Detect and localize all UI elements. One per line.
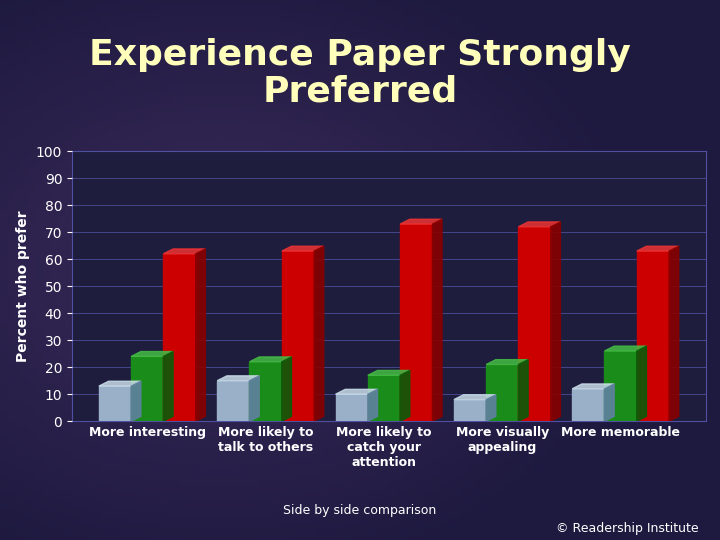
Text: Side by side comparison: Side by side comparison — [284, 504, 436, 517]
Polygon shape — [433, 219, 442, 421]
Polygon shape — [400, 219, 442, 224]
Polygon shape — [131, 352, 173, 356]
Polygon shape — [196, 249, 205, 421]
Polygon shape — [636, 246, 679, 251]
Polygon shape — [217, 376, 259, 381]
Bar — [99, 386, 131, 421]
Polygon shape — [336, 389, 377, 394]
Bar — [572, 389, 605, 421]
Polygon shape — [669, 246, 679, 421]
Polygon shape — [314, 246, 324, 421]
Polygon shape — [131, 381, 141, 421]
Polygon shape — [636, 346, 647, 421]
Bar — [282, 251, 314, 421]
Bar — [400, 224, 433, 421]
Y-axis label: Percent who prefer: Percent who prefer — [17, 211, 30, 362]
Bar — [250, 362, 282, 421]
Polygon shape — [368, 389, 377, 421]
Bar — [368, 375, 400, 421]
Bar — [217, 381, 250, 421]
Polygon shape — [605, 346, 647, 351]
Text: © Readership Institute: © Readership Institute — [556, 522, 698, 535]
Polygon shape — [551, 222, 560, 421]
Polygon shape — [486, 360, 528, 365]
Polygon shape — [250, 376, 259, 421]
Polygon shape — [99, 381, 141, 386]
Bar — [131, 356, 163, 421]
Bar — [636, 251, 669, 421]
Polygon shape — [518, 222, 560, 227]
Polygon shape — [605, 384, 614, 421]
Bar — [454, 400, 486, 421]
Polygon shape — [518, 360, 528, 421]
Polygon shape — [454, 395, 496, 400]
Polygon shape — [368, 370, 410, 375]
Polygon shape — [163, 249, 205, 254]
Polygon shape — [163, 352, 173, 421]
Polygon shape — [572, 384, 614, 389]
Bar — [518, 227, 551, 421]
Bar — [336, 394, 368, 421]
Bar — [486, 364, 518, 421]
Text: Experience Paper Strongly
Preferred: Experience Paper Strongly Preferred — [89, 38, 631, 109]
Polygon shape — [400, 370, 410, 421]
Polygon shape — [250, 357, 292, 362]
Bar — [605, 351, 636, 421]
Polygon shape — [282, 246, 324, 251]
Bar — [163, 254, 196, 421]
Polygon shape — [486, 395, 496, 421]
Polygon shape — [282, 357, 292, 421]
